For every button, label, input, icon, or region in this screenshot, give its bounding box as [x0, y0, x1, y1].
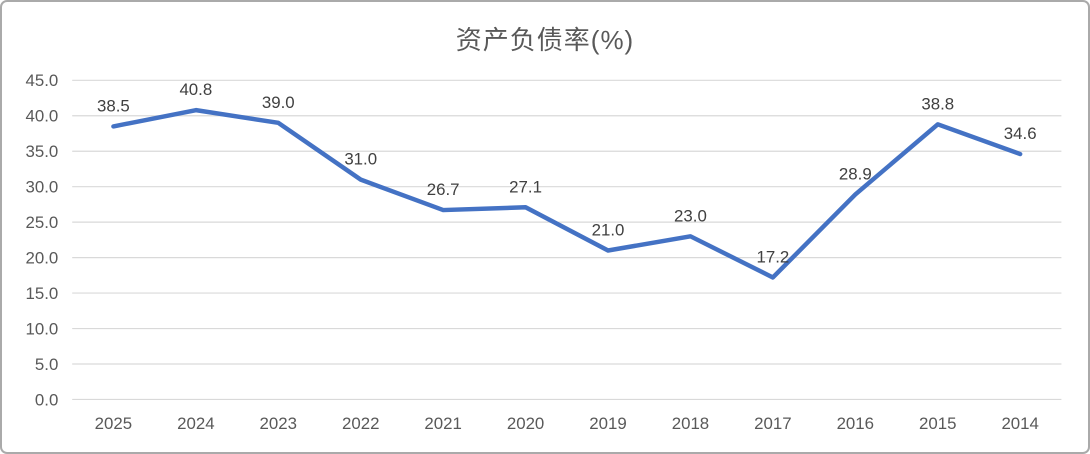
x-axis-tick-label: 2014	[1001, 414, 1038, 433]
x-axis-tick-label: 2020	[507, 414, 544, 433]
y-axis-tick-label: 35.0	[26, 142, 59, 161]
y-axis-tick-label: 10.0	[26, 319, 59, 338]
y-axis-tick-label: 30.0	[26, 178, 59, 197]
data-label: 39.0	[262, 93, 295, 112]
x-axis-tick-label: 2025	[95, 414, 132, 433]
data-label: 28.9	[839, 165, 872, 184]
x-axis-tick-label: 2018	[672, 414, 709, 433]
y-axis-tick-label: 15.0	[26, 284, 59, 303]
y-axis-tick-label: 40.0	[26, 107, 59, 126]
x-axis-tick-label: 2015	[919, 414, 956, 433]
y-axis-tick-label: 25.0	[26, 213, 59, 232]
y-axis-tick-label: 20.0	[26, 249, 59, 268]
x-axis-tick-label: 2024	[177, 414, 214, 433]
data-label: 23.0	[674, 206, 707, 225]
x-axis-tick-label: 2019	[589, 414, 626, 433]
x-axis-tick-label: 2016	[837, 414, 874, 433]
x-axis-tick-label: 2022	[342, 414, 379, 433]
y-axis-tick-label: 0.0	[35, 390, 58, 409]
y-axis-tick-label: 45.0	[26, 71, 59, 90]
data-label: 27.1	[509, 177, 542, 196]
data-label: 21.0	[592, 221, 625, 240]
data-label: 38.5	[97, 97, 130, 116]
chart-title: 资产负债率(%)	[455, 25, 635, 55]
data-label: 34.6	[1004, 124, 1037, 143]
y-axis-tick-label: 5.0	[35, 355, 58, 374]
data-label: 40.8	[179, 80, 212, 99]
x-axis-tick-label: 2017	[754, 414, 791, 433]
data-label: 26.7	[427, 180, 460, 199]
x-axis-tick-label: 2021	[424, 414, 461, 433]
data-label: 17.2	[756, 248, 789, 267]
x-axis-tick-label: 2023	[260, 414, 297, 433]
data-label: 38.8	[921, 94, 954, 113]
data-label: 31.0	[344, 150, 377, 169]
series-line	[111, 107, 1023, 280]
